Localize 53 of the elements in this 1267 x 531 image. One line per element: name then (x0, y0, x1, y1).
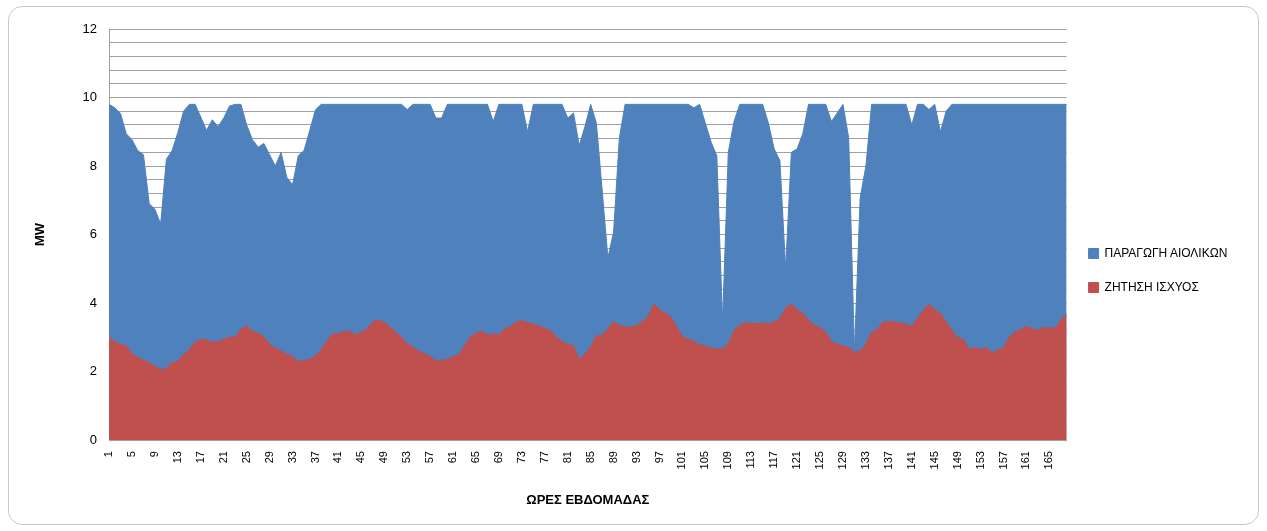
y-tick-label: 10 (82, 89, 98, 105)
x-tick-label: 77 (537, 451, 550, 464)
x-tick-label: 29 (262, 451, 275, 464)
legend-label: ΖΗΤΗΣΗ ΙΣΧΥΟΣ (1104, 279, 1199, 294)
x-tick-label: 125 (813, 451, 826, 470)
x-tick-label: 53 (400, 451, 413, 464)
x-tick-label: 93 (629, 451, 642, 464)
x-tick-label: 41 (331, 451, 344, 464)
x-tick-label: 81 (560, 451, 573, 464)
x-tick-label: 133 (858, 451, 871, 470)
x-axis-title: ΩΡΕΣ ΕΒΔΟΜΑΔΑΣ (526, 491, 650, 507)
x-tick-label: 69 (491, 451, 504, 464)
legend-label: ΠΑΡΑΓΩΓΗ ΑΙΟΛΙΚΩΝ (1104, 245, 1228, 260)
x-tick-label: 13 (170, 451, 183, 464)
y-tick-label: 0 (89, 431, 98, 447)
x-tick-label: 21 (216, 451, 229, 464)
y-tick-label: 4 (89, 294, 98, 310)
x-tick-label: 145 (927, 451, 940, 470)
x-tick-label: 109 (721, 451, 734, 470)
x-tick-label: 89 (606, 451, 619, 464)
x-tick-label: 113 (744, 451, 757, 469)
x-tick-label: 17 (193, 451, 206, 464)
x-tick-label: 49 (377, 451, 390, 464)
x-tick-label: 9 (147, 451, 160, 458)
x-tick-label: 45 (354, 451, 367, 464)
x-tick-label: 101 (675, 451, 688, 470)
x-tick-label: 137 (881, 451, 894, 470)
x-tick-label: 149 (950, 451, 963, 470)
x-tick-label: 165 (1042, 451, 1055, 470)
x-tick-label: 65 (469, 451, 482, 464)
x-tick-label: 33 (285, 451, 298, 464)
x-tick-label: 157 (996, 451, 1009, 470)
x-tick-label: 5 (125, 451, 138, 458)
y-tick-label: 8 (89, 157, 98, 173)
x-tick-label: 25 (239, 451, 252, 464)
x-tick-label: 141 (904, 451, 917, 470)
x-tick-label: 161 (1019, 451, 1032, 470)
x-tick-label: 61 (446, 451, 459, 464)
x-tick-label: 105 (698, 451, 711, 470)
x-tick-label: 37 (308, 451, 321, 464)
y-tick-label: 12 (82, 20, 98, 36)
y-tick-label: 6 (89, 226, 98, 242)
x-tick-label: 121 (790, 451, 803, 470)
x-tick-label: 129 (836, 451, 848, 470)
x-tick-label: 1 (102, 451, 115, 458)
x-tick-label: 57 (423, 451, 436, 464)
y-axis-title: MW (32, 222, 48, 247)
x-tick-label: 117 (767, 451, 780, 469)
x-tick-label: 73 (514, 451, 527, 464)
x-tick-label: 85 (583, 451, 596, 464)
y-tick-label: 2 (89, 363, 98, 379)
x-tick-label: 97 (652, 451, 665, 464)
x-tick-label: 153 (973, 451, 986, 470)
